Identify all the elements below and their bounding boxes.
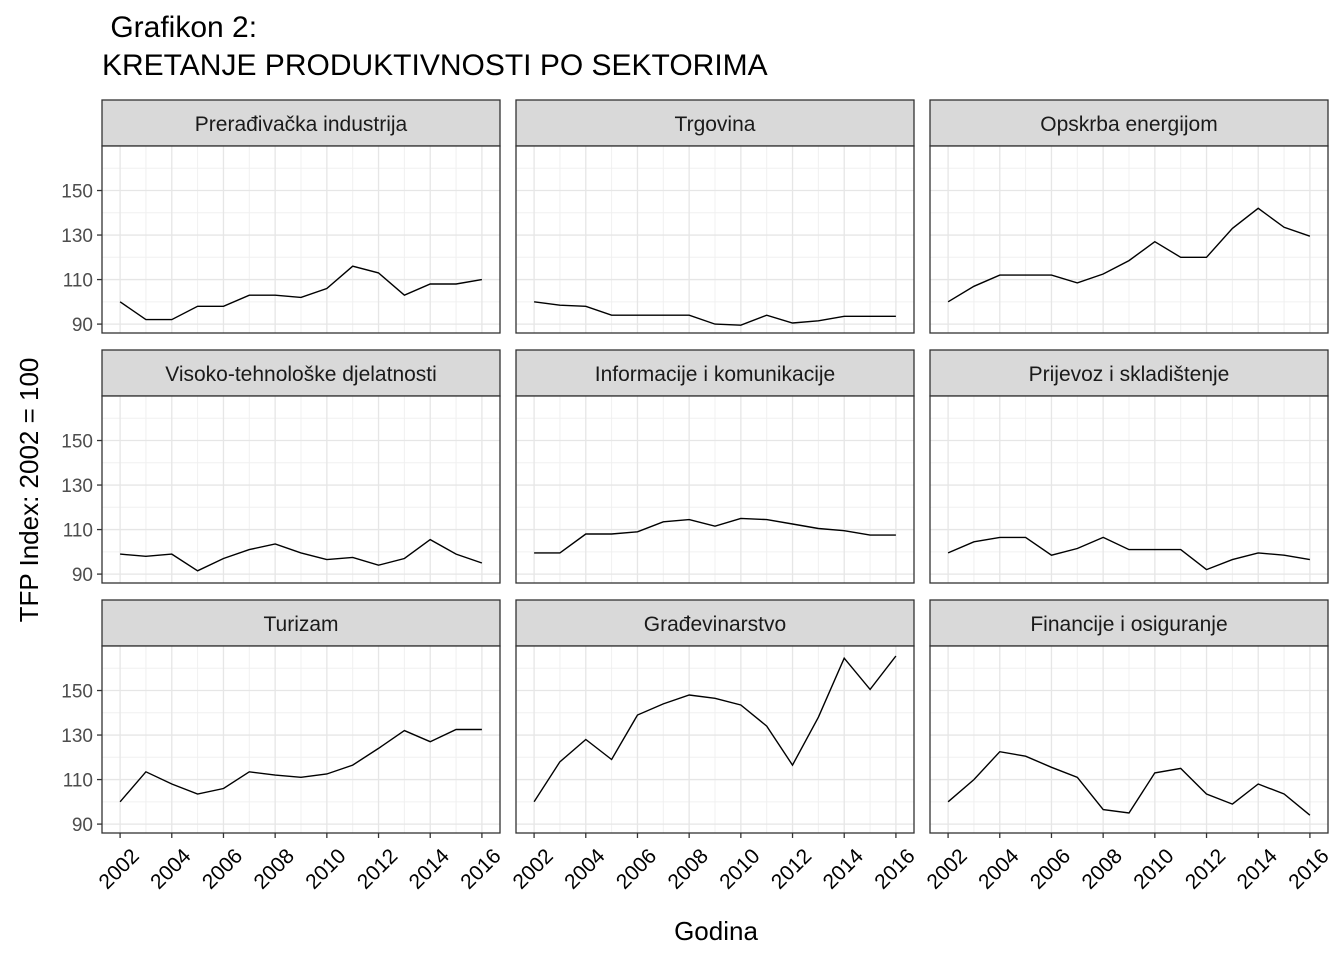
series-line xyxy=(947,536,1311,571)
y-tick-label: 90 xyxy=(72,315,93,336)
facet-strip-label: Opskrba energijom xyxy=(1040,113,1217,136)
facet-strip xyxy=(101,349,501,397)
panel-border xyxy=(101,645,501,834)
facet-strip-label: Građevinarstvo xyxy=(644,613,786,636)
x-tick-label: 2004 xyxy=(560,844,610,894)
x-tick-label: 2006 xyxy=(198,844,247,893)
y-tick-label: 110 xyxy=(63,521,93,542)
series-line xyxy=(534,517,896,554)
facet-strip xyxy=(929,349,1329,397)
x-tick-label: 2008 xyxy=(1078,844,1127,893)
x-tick-label: 2010 xyxy=(1129,844,1178,893)
series-line xyxy=(119,265,483,321)
facet-strip-label: Visoko-tehnološke djelatnosti xyxy=(165,363,437,386)
x-tick-label: 2010 xyxy=(301,844,350,893)
facet-strip-label: Turizam xyxy=(263,613,338,636)
panel-border xyxy=(929,395,1329,584)
facet-strip xyxy=(515,99,915,147)
x-tick-label: 2008 xyxy=(664,844,713,893)
facet-strip xyxy=(515,599,915,647)
series-line xyxy=(534,301,896,326)
y-tick-label: 150 xyxy=(61,682,93,703)
panel-border xyxy=(515,395,915,584)
x-tick-label: 2012 xyxy=(353,844,402,893)
facet-strip xyxy=(101,99,501,147)
panel-border xyxy=(515,145,915,334)
series-line xyxy=(120,538,483,572)
panel-border xyxy=(101,145,501,334)
facet-strip-label: Prijevoz i skladištenje xyxy=(1029,363,1230,386)
y-tick-label: 130 xyxy=(61,226,93,247)
facet-strip xyxy=(101,599,501,647)
facet-panel: Informacije i komunikacije xyxy=(515,349,915,584)
facet-panel: Visoko-tehnološke djelatnosti 90 110 130 150 xyxy=(61,349,501,586)
facet-panel: Trgovina xyxy=(515,99,915,334)
facet-panel: Prijevoz i skladištenje xyxy=(929,349,1329,584)
y-tick-label: 90 xyxy=(72,565,93,586)
y-tick-label: 110 xyxy=(63,771,93,792)
y-axis-title: TFP Index: 2002 = 100 xyxy=(14,358,44,623)
x-tick-label: 2014 xyxy=(819,844,869,894)
x-tick-label: 2016 xyxy=(1284,844,1333,893)
x-tick-label: 2004 xyxy=(146,844,196,894)
facet-strip-label: Financije i osiguranje xyxy=(1030,613,1227,636)
series-line xyxy=(119,728,482,803)
panel-border xyxy=(101,395,501,584)
panel-border xyxy=(929,645,1329,834)
facet-strip xyxy=(929,99,1329,147)
x-tick-label: 2012 xyxy=(767,844,816,893)
series-line xyxy=(533,655,897,803)
x-tick-label: 2006 xyxy=(612,844,661,893)
y-tick-label: 110 xyxy=(63,271,93,292)
x-tick-label: 2008 xyxy=(250,844,299,893)
facet-strip-label: Informacije i komunikacije xyxy=(595,363,835,386)
x-tick-label: 2014 xyxy=(405,844,455,894)
x-tick-label: 2004 xyxy=(974,844,1024,894)
x-tick-label: 2014 xyxy=(1233,844,1283,894)
facet-panels: Prerađivačka industrija 90 110 130 150 Trgovi… xyxy=(61,99,1334,894)
facet-panel: Opskrba energijom xyxy=(929,99,1329,334)
x-tick-label: 2002 xyxy=(509,844,558,893)
chart-title-line-2: KRETANJE PRODUKTIVNOSTI PO SEKTORIMA xyxy=(102,49,768,82)
x-tick-label: 2002 xyxy=(95,844,144,893)
chart-title-line-1: Grafikon 2: xyxy=(102,11,258,44)
panel-border xyxy=(515,645,915,834)
facet-strip-label: Trgovina xyxy=(675,113,756,136)
facet-panel: Prerađivačka industrija 90 110 130 150 xyxy=(61,99,501,336)
y-tick-label: 130 xyxy=(61,476,93,497)
y-tick-label: 130 xyxy=(61,726,93,747)
x-axis-title: Godina xyxy=(674,916,758,946)
series-line xyxy=(947,750,1311,816)
y-tick-label: 150 xyxy=(61,182,93,203)
x-tick-label: 2010 xyxy=(715,844,764,893)
x-tick-label: 2002 xyxy=(923,844,972,893)
x-tick-label: 2006 xyxy=(1026,844,1075,893)
series-line xyxy=(947,207,1311,303)
x-tick-label: 2012 xyxy=(1181,844,1230,893)
x-tick-label: 2016 xyxy=(870,844,919,893)
y-tick-label: 90 xyxy=(72,815,93,836)
panel-border xyxy=(929,145,1329,334)
x-tick-label: 2016 xyxy=(456,844,505,893)
facet-strip-label: Prerađivačka industrija xyxy=(195,113,408,136)
y-tick-label: 150 xyxy=(61,432,93,453)
